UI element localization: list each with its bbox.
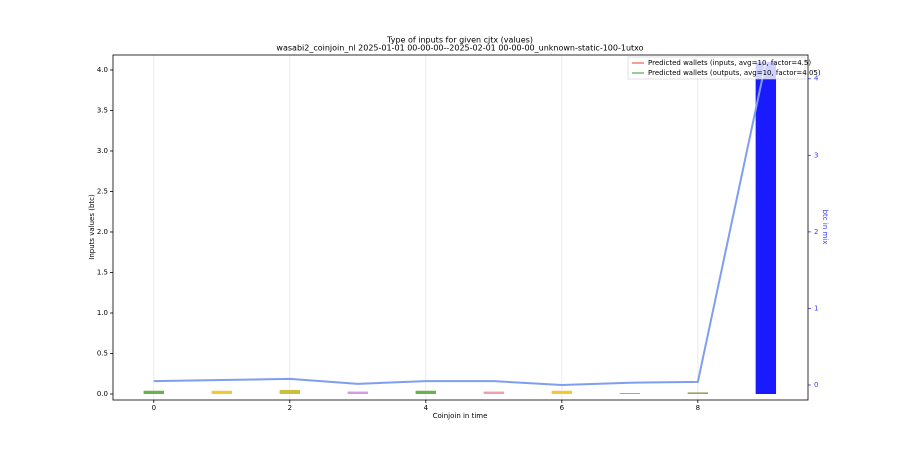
- y-axis-label: Inputs values (btc): [88, 194, 96, 260]
- y2-tick-label: 0: [814, 381, 818, 389]
- y-tick-label: 0.0: [97, 390, 108, 398]
- y2-tick-label: 4: [814, 75, 819, 83]
- plot-frame: [112, 54, 809, 401]
- bar: [347, 391, 369, 395]
- y-tick-label: 3.5: [97, 106, 108, 114]
- y-tick-label: 0.5: [97, 350, 108, 358]
- x-tick-label: 2: [288, 404, 292, 412]
- bar: [415, 390, 437, 395]
- y-tick-label: 4.0: [97, 66, 108, 74]
- bar: [755, 61, 777, 395]
- bar: [551, 390, 573, 395]
- legend-label: Predicted wallets (inputs, avg=10, facto…: [648, 59, 811, 67]
- bar: [483, 391, 505, 395]
- y-tick-label: 2.0: [97, 228, 108, 236]
- chart-subtitle: wasabi2_coinjoin_nl 2025-01-01 00-00-00-…: [276, 44, 643, 53]
- y2-axis-label: btc in mix: [821, 210, 829, 245]
- y2-tick-label: 2: [814, 228, 818, 236]
- y2-tick-label: 1: [814, 304, 818, 312]
- bar: [619, 393, 641, 395]
- bar: [143, 390, 165, 395]
- y-tick-label: 3.0: [97, 147, 108, 155]
- y2-tick-label: 3: [814, 151, 818, 159]
- x-tick-label: 6: [560, 404, 565, 412]
- bar: [211, 390, 233, 395]
- legend-box: [627, 56, 806, 80]
- x-axis-label: Coinjoin in time: [433, 412, 488, 420]
- x-tick-label: 0: [152, 404, 156, 412]
- y-tick-label: 1.5: [97, 268, 108, 276]
- x-tick-label: 8: [696, 404, 700, 412]
- line: [153, 61, 767, 386]
- bar: [687, 392, 709, 395]
- y-tick-label: 2.5: [97, 187, 108, 195]
- y-tick-label: 1.0: [97, 309, 108, 317]
- chart-title: Type of inputs for given cjtx (values): [386, 36, 533, 45]
- bar: [279, 389, 301, 395]
- legend-label: Predicted wallets (outputs, avg=10, fact…: [648, 69, 821, 77]
- x-tick-label: 4: [424, 404, 429, 412]
